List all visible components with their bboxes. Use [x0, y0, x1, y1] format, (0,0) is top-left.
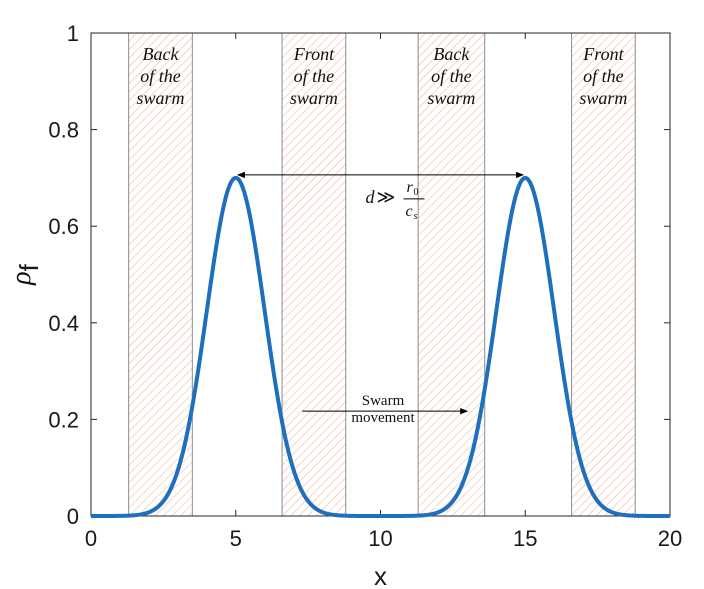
swarm-region-1 — [281, 32, 347, 517]
region-label-0-line-0: Back — [142, 44, 179, 64]
y-tick-label-1: 0.2 — [48, 407, 79, 432]
movement-label-line-0: Swarm — [362, 393, 405, 409]
region-label-2-line-1: of the — [431, 66, 472, 86]
y-axis-label-symbol: ρ — [6, 271, 37, 285]
x-tick-label-3: 15 — [513, 526, 537, 551]
x-tick-label-0: 0 — [85, 526, 97, 551]
distance-denominator: c — [406, 203, 413, 220]
x-tick-label-1: 5 — [230, 526, 242, 551]
region-label-3-line-0: Front — [582, 44, 624, 64]
region-label-1-line-2: swarm — [290, 88, 338, 108]
y-tick-label-4: 0.8 — [48, 118, 79, 143]
distance-denominator-subscript: s — [414, 211, 418, 222]
region-label-2-line-2: swarm — [427, 88, 475, 108]
movement-label-line-1: movement — [351, 410, 415, 426]
x-tick-label-4: 20 — [658, 526, 682, 551]
series-layer — [89, 175, 672, 518]
swarm-region-3 — [571, 32, 636, 517]
region-label-1-line-1: of the — [294, 66, 335, 86]
axes: 0 5 10 15 20 0 0.2 0.4 0.6 0.8 1 x ρf — [6, 21, 682, 589]
y-tick-label-0: 0 — [67, 504, 79, 529]
y-tick-label-3: 0.6 — [48, 214, 79, 239]
region-label-2-line-0: Back — [433, 44, 470, 64]
x-axis-label: x — [374, 561, 387, 589]
y-axis-label: ρf — [6, 263, 44, 285]
swarm-region-0 — [128, 32, 193, 517]
distance-label-d: d — [366, 187, 376, 207]
y-tick-label-2: 0.4 — [48, 311, 79, 336]
series-line-0 — [89, 175, 672, 518]
distance-numerator: r — [407, 179, 414, 196]
region-label-1-line-0: Front — [293, 44, 335, 64]
region-label-0-line-1: of the — [140, 66, 181, 86]
y-axis-label-subscript: f — [14, 263, 44, 271]
y-tick-label-5: 1 — [67, 21, 79, 46]
distance-numerator-subscript: 0 — [414, 187, 419, 198]
distance-relation: ≫ — [377, 187, 396, 207]
x-tick-label-2: 10 — [368, 526, 392, 551]
region-label-3-line-1: of the — [583, 66, 624, 86]
region-label-0-line-2: swarm — [136, 88, 184, 108]
region-label-3-line-2: swarm — [579, 88, 627, 108]
